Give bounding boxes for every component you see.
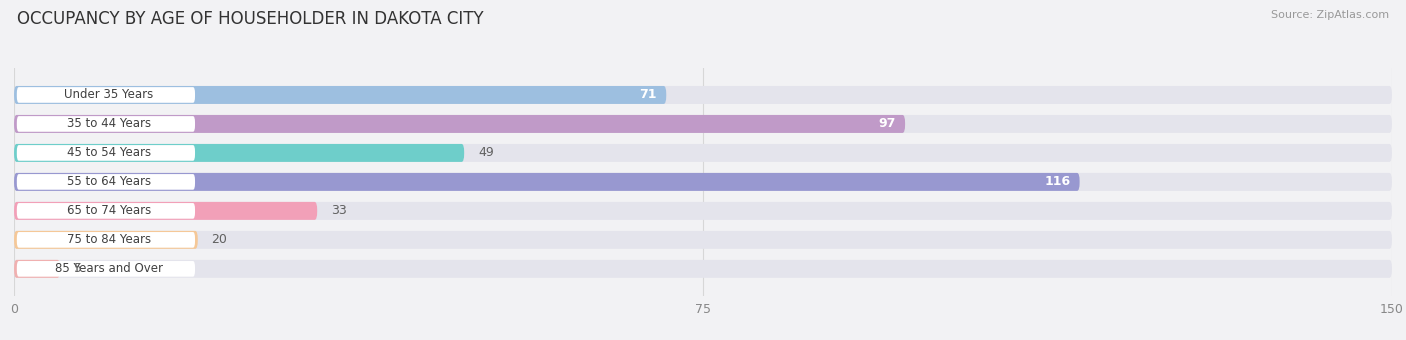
FancyBboxPatch shape bbox=[14, 260, 60, 278]
FancyBboxPatch shape bbox=[17, 116, 195, 132]
Text: 75 to 84 Years: 75 to 84 Years bbox=[66, 233, 150, 246]
FancyBboxPatch shape bbox=[14, 231, 1392, 249]
FancyBboxPatch shape bbox=[17, 87, 195, 103]
FancyBboxPatch shape bbox=[17, 145, 195, 161]
Text: 116: 116 bbox=[1045, 175, 1070, 188]
FancyBboxPatch shape bbox=[17, 261, 195, 277]
FancyBboxPatch shape bbox=[17, 203, 195, 219]
Text: Source: ZipAtlas.com: Source: ZipAtlas.com bbox=[1271, 10, 1389, 20]
Text: 33: 33 bbox=[330, 204, 347, 217]
Text: 55 to 64 Years: 55 to 64 Years bbox=[66, 175, 150, 188]
FancyBboxPatch shape bbox=[14, 173, 1080, 191]
Text: 85 Years and Over: 85 Years and Over bbox=[55, 262, 163, 275]
FancyBboxPatch shape bbox=[14, 144, 464, 162]
Text: 5: 5 bbox=[73, 262, 82, 275]
FancyBboxPatch shape bbox=[17, 232, 195, 248]
FancyBboxPatch shape bbox=[14, 115, 905, 133]
FancyBboxPatch shape bbox=[14, 173, 1392, 191]
Text: OCCUPANCY BY AGE OF HOUSEHOLDER IN DAKOTA CITY: OCCUPANCY BY AGE OF HOUSEHOLDER IN DAKOT… bbox=[17, 10, 484, 28]
Text: Under 35 Years: Under 35 Years bbox=[65, 88, 153, 101]
FancyBboxPatch shape bbox=[14, 202, 1392, 220]
Text: 45 to 54 Years: 45 to 54 Years bbox=[66, 147, 150, 159]
Text: 35 to 44 Years: 35 to 44 Years bbox=[66, 117, 150, 131]
FancyBboxPatch shape bbox=[14, 260, 1392, 278]
Text: 71: 71 bbox=[640, 88, 657, 101]
Text: 49: 49 bbox=[478, 147, 494, 159]
Text: 65 to 74 Years: 65 to 74 Years bbox=[66, 204, 150, 217]
FancyBboxPatch shape bbox=[14, 202, 318, 220]
FancyBboxPatch shape bbox=[14, 144, 1392, 162]
FancyBboxPatch shape bbox=[14, 86, 1392, 104]
FancyBboxPatch shape bbox=[14, 231, 198, 249]
FancyBboxPatch shape bbox=[14, 115, 1392, 133]
FancyBboxPatch shape bbox=[17, 174, 195, 190]
Text: 97: 97 bbox=[879, 117, 896, 131]
FancyBboxPatch shape bbox=[14, 86, 666, 104]
Text: 20: 20 bbox=[211, 233, 228, 246]
